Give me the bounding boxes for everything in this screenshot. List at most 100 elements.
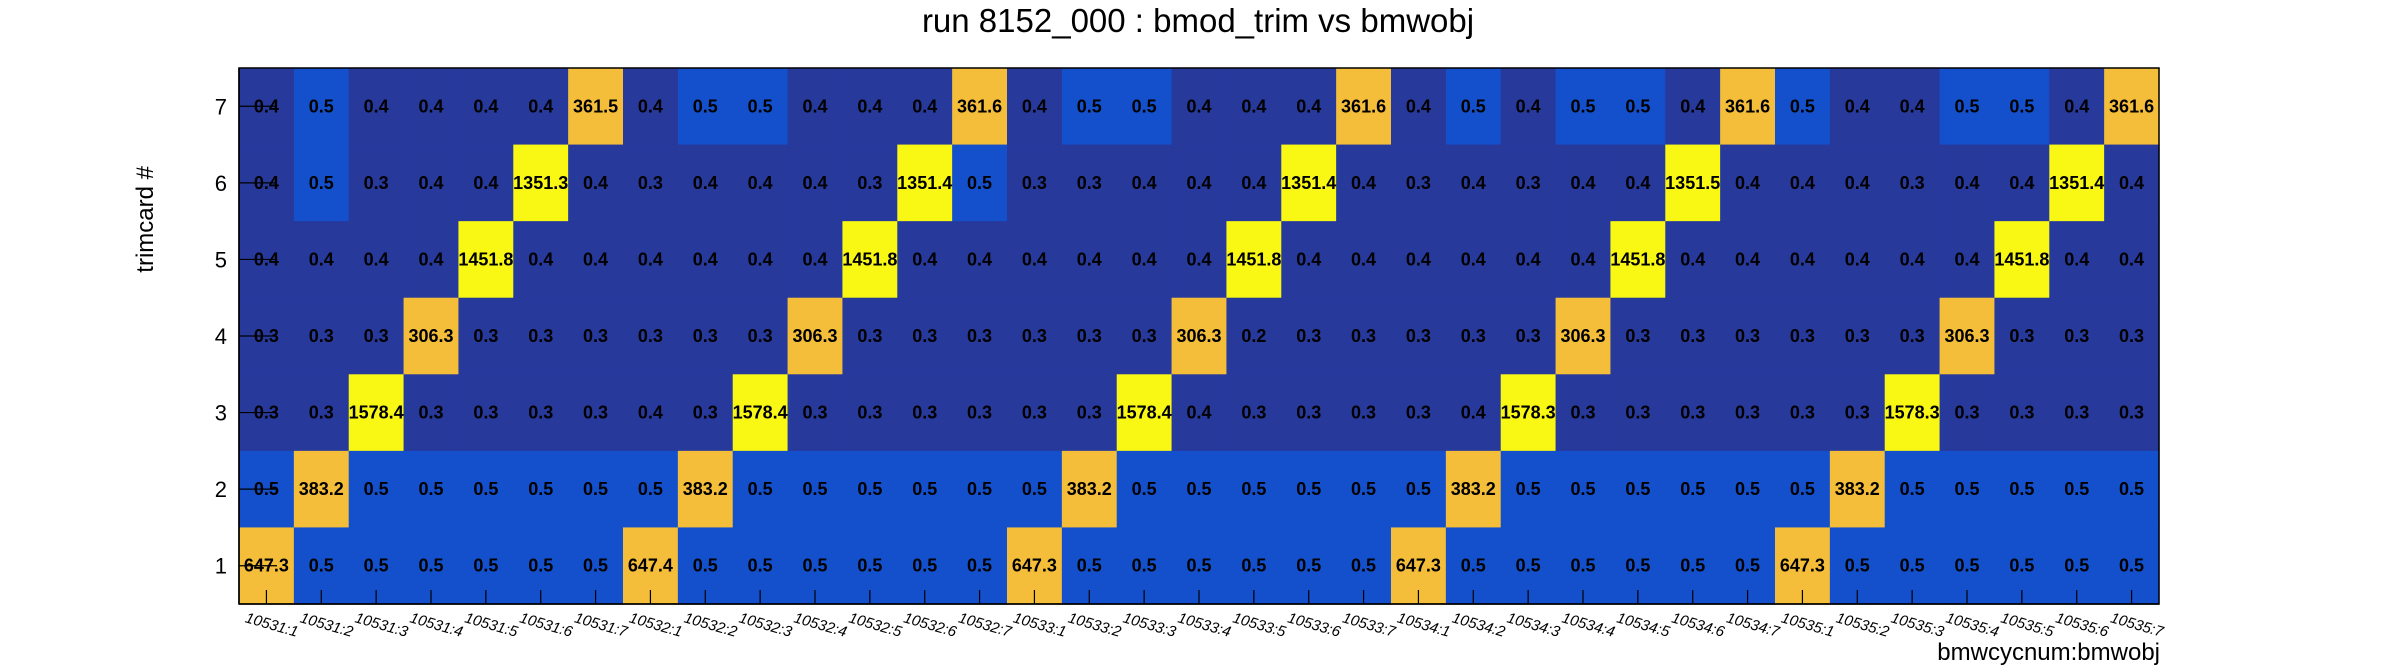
cell-value-label: 0.3: [1022, 326, 1047, 346]
heatmap-cell: [1445, 374, 1502, 452]
cell-value-label: 0.3: [748, 326, 773, 346]
x-tick-label: 10535:2: [1834, 610, 1891, 641]
cell-value-label: 0.5: [1022, 479, 1047, 499]
heatmap-cell: [458, 68, 514, 146]
cell-value-label: 0.3: [1241, 403, 1266, 423]
heatmap-cell: [1061, 297, 1118, 375]
heatmap-cell: [952, 297, 1008, 375]
cell-value-label: 0.4: [418, 96, 443, 116]
cell-value-label: 0.5: [2064, 479, 2089, 499]
heatmap-cell: [1226, 221, 1282, 299]
heatmap-cell: [1281, 144, 1337, 222]
cell-value-label: 0.3: [857, 403, 882, 423]
cell-value-label: 0.5: [1570, 96, 1595, 116]
heatmap-cell: [1171, 450, 1228, 529]
cell-value-label: 0.3: [1351, 326, 1376, 346]
heatmap-cell: [1775, 144, 1831, 222]
cell-value-label: 0.4: [1845, 96, 1870, 116]
cell-value-label: 0.3: [2064, 326, 2089, 346]
heatmap-cell: [1884, 68, 1941, 146]
heatmap-cell: [623, 297, 679, 375]
heatmap-cell: [1281, 450, 1337, 529]
cell-value-label: 0.5: [2119, 556, 2144, 576]
x-tick-label: 10531:6: [518, 610, 575, 641]
heatmap-cell: [1610, 450, 1666, 529]
heatmap-cell: [1665, 374, 1721, 452]
heatmap-cell: [1116, 221, 1173, 299]
cell-value-label: 0.5: [1900, 556, 1925, 576]
x-tick-label: 10533:1: [1011, 610, 1068, 641]
cell-value-label: 0.4: [1680, 249, 1705, 269]
heatmap-cell: [458, 374, 514, 452]
heatmap-cell: [1445, 221, 1502, 299]
cell-value-label: 0.4: [912, 96, 937, 116]
heatmap-cell: [677, 68, 734, 146]
x-tick-label: 10533:4: [1176, 610, 1233, 641]
cell-value-label: 0.4: [2064, 96, 2089, 116]
cell-value-label: 0.3: [1790, 326, 1815, 346]
x-tick-label: 10533:3: [1121, 610, 1178, 641]
heatmap-cell: [1336, 68, 1392, 146]
heatmap-cell: [677, 221, 734, 299]
heatmap-cell: [952, 144, 1008, 222]
heatmap-cell: [623, 221, 679, 299]
cell-value-label: 0.3: [1022, 403, 1047, 423]
heatmap-cell: [1061, 450, 1118, 529]
heatmap-cell: [1061, 374, 1118, 452]
cell-value-label: 0.3: [857, 326, 882, 346]
y-tick-label: 6: [215, 171, 227, 196]
heatmap-cell: [1281, 68, 1337, 146]
cell-value-label: 0.4: [1900, 249, 1925, 269]
cell-value-label: 1451.8: [1994, 249, 2049, 269]
cell-value-label: 0.5: [1461, 556, 1486, 576]
heatmap-cell-labels: 0.4 0.5 0.4 0.4 0.4 0.4 361.5 0.4 0.5 0.5 0.4 0.4 0.…: [244, 96, 2154, 575]
cell-value-label: 0.5: [1132, 479, 1157, 499]
heatmap-cell: [1391, 221, 1447, 299]
heatmap-cell: [1994, 221, 2050, 299]
cell-value-label: 0.5: [583, 479, 608, 499]
cell-value-label: 0.4: [2009, 173, 2034, 193]
cell-value-label: 0.5: [912, 479, 937, 499]
heatmap-cell: [1829, 68, 1886, 146]
heatmap-cell: [1775, 297, 1831, 375]
cell-value-label: 0.5: [967, 173, 992, 193]
cell-value-label: 0.3: [1900, 326, 1925, 346]
heatmap-cell: [1500, 450, 1557, 529]
cell-value-label: 0.3: [418, 403, 443, 423]
heatmap-cell: [2049, 450, 2105, 529]
cell-value-label: 0.5: [364, 556, 389, 576]
cell-value-label: 0.3: [1406, 173, 1431, 193]
cell-value-label: 0.5: [748, 556, 773, 576]
cell-value-label: 0.4: [1406, 96, 1431, 116]
heatmap-cell: [293, 68, 350, 146]
heatmap-cell: [1720, 297, 1776, 375]
heatmap-cell: [1226, 144, 1282, 222]
cell-value-label: 0.5: [1351, 479, 1376, 499]
heatmap-cell: [897, 221, 953, 299]
cell-value-label: 1351.4: [1281, 173, 1336, 193]
cell-value-label: 0.4: [967, 249, 992, 269]
cell-value-label: 1451.8: [1226, 249, 1281, 269]
heatmap-cell: [1939, 374, 1996, 452]
cell-value-label: 0.4: [1735, 249, 1760, 269]
cell-value-label: 0.5: [967, 556, 992, 576]
cell-value-label: 647.3: [1396, 556, 1441, 576]
heatmap-cell: [1226, 450, 1282, 529]
cell-value-label: 361.6: [1341, 96, 1386, 116]
cell-value-label: 647.3: [1012, 556, 1057, 576]
y-tick-label: 2: [215, 477, 227, 502]
heatmap-cell: [458, 450, 514, 529]
heatmap-cell: [842, 374, 898, 452]
cell-value-label: 0.4: [802, 96, 827, 116]
cell-value-label: 0.4: [1680, 96, 1705, 116]
heatmap-cell: [732, 221, 789, 299]
cell-value-label: 306.3: [408, 326, 453, 346]
y-tick-label: 7: [215, 94, 227, 119]
y-axis: 7 6 5 4 3 2 1: [215, 68, 277, 604]
cell-value-label: 361.5: [573, 96, 618, 116]
cell-value-label: 0.4: [2119, 173, 2144, 193]
heatmap-cell: [348, 144, 405, 222]
x-tick-label: 10535:6: [2054, 610, 2111, 641]
cell-value-label: 0.3: [309, 403, 334, 423]
heatmap-cell: [2104, 68, 2160, 146]
